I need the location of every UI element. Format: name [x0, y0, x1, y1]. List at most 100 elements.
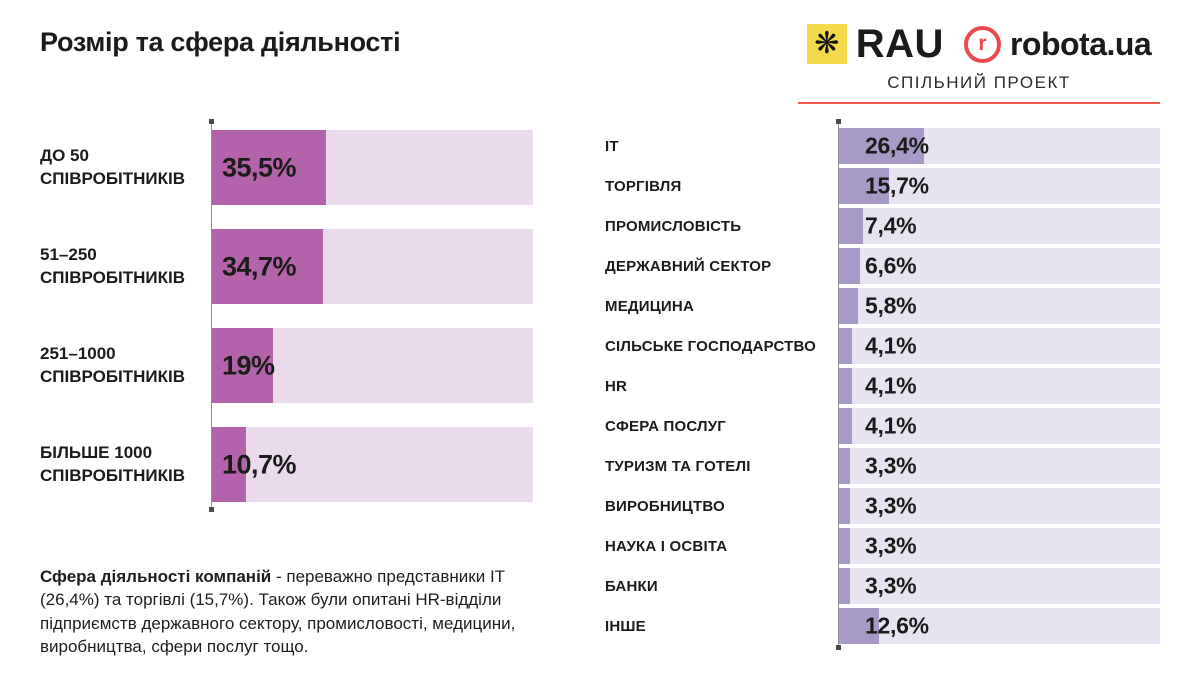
bar-value-label: 4,1% [865, 412, 917, 439]
bar-value-label: 15,7% [865, 172, 929, 199]
bar-value-label: 35,5% [222, 152, 297, 182]
footnote-rest: - переважно представники ІТ (26,4%) та т… [40, 567, 516, 657]
industry-row: НАУКА І ОСВІТА 3,3% [605, 528, 1160, 564]
bar-value-label: 3,3% [865, 572, 917, 599]
partner-logos: ❋ RAU r robota.ua [798, 22, 1160, 66]
category-label: ДО 50 СПІВРОБІТНИКІВ [40, 145, 186, 188]
bar-value-label: 4,1% [865, 372, 917, 399]
bar-fill [839, 328, 853, 364]
bar-value-label: 26,4% [865, 132, 929, 159]
bar-fill [839, 208, 863, 244]
bar-value-label: 7,4% [865, 212, 917, 239]
axis-endpoint-marker [209, 119, 214, 124]
category-label: 251–1000 СПІВРОБІТНИКІВ [40, 343, 186, 386]
bar-track: 7,4% [839, 208, 1160, 244]
company-size-row: 51–250 СПІВРОБІТНИКІВ 34,7% [40, 229, 533, 304]
bar-track: 4,1% [839, 328, 1160, 364]
bar-fill [839, 568, 850, 604]
bar-fill [212, 328, 273, 403]
category-label: HR [605, 377, 628, 395]
bar-fill [839, 248, 861, 284]
bar-track: 3,3% [839, 568, 1160, 604]
category-label: ТОРГІВЛЯ [605, 177, 682, 195]
bar-track: 12,6% [839, 608, 1160, 644]
axis-endpoint-marker [836, 645, 841, 650]
bar-value-label: 3,3% [865, 492, 917, 519]
industry-row: IT 26,4% [605, 128, 1160, 164]
category-label: СІЛЬСЬКЕ ГОСПОДАРСТВО [605, 337, 817, 355]
company-size-row: 251–1000 СПІВРОБІТНИКІВ 19% [40, 328, 533, 403]
bar-value-label: 3,3% [865, 452, 917, 479]
page-title: Розмір та сфера діяльності [40, 27, 401, 57]
industry-row: ТОРГІВЛЯ 15,7% [605, 168, 1160, 204]
company-size-row: БІЛЬШЕ 1000 СПІВРОБІТНИКІВ 10,7% [40, 427, 533, 502]
industry-row: СІЛЬСЬКЕ ГОСПОДАРСТВО 4,1% [605, 328, 1160, 364]
category-label: ІНШЕ [605, 617, 646, 635]
bar-track: 34,7% [212, 229, 533, 304]
category-label: ТУРИЗМ ТА ГОТЕЛІ [605, 457, 751, 475]
company-size-axis-line [209, 119, 214, 512]
company-size-chart-rows: ДО 50 СПІВРОБІТНИКІВ 35,5% 51–250 СПІВРО… [40, 121, 533, 502]
industry-axis-line [836, 119, 841, 650]
category-label: БІЛЬШЕ 1000 СПІВРОБІТНИКІВ [40, 442, 186, 485]
joint-project-subtitle: СПІЛЬНИЙ ПРОЕКТ [887, 73, 1071, 92]
bar-track: 3,3% [839, 448, 1160, 484]
bar-fill [839, 368, 853, 404]
bar-track: 15,7% [839, 168, 1160, 204]
bar-fill [839, 488, 850, 524]
bar-track: 26,4% [839, 128, 1160, 164]
rau-flower-icon: ❋ [806, 24, 847, 64]
industry-row: БАНКИ 3,3% [605, 568, 1160, 604]
bar-value-label: 3,3% [865, 532, 917, 559]
bar-value-label: 10,7% [222, 449, 297, 479]
bar-track: 4,1% [839, 368, 1160, 404]
category-label: БАНКИ [605, 577, 658, 595]
rau-logo-text: RAU [855, 22, 944, 66]
robota-logo: r robota.ua [963, 25, 1152, 63]
bar-fill [839, 168, 890, 204]
footnote: Сфера діяльності компаній - переважно пр… [40, 565, 518, 659]
bar-track: 5,8% [839, 288, 1160, 324]
bar-track: 3,3% [839, 528, 1160, 564]
company-size-row: ДО 50 СПІВРОБІТНИКІВ 35,5% [40, 130, 533, 205]
bar-track: 35,5% [212, 130, 533, 205]
bar-fill [839, 528, 850, 564]
bar-value-label: 5,8% [865, 292, 917, 319]
industry-row: ІНШЕ 12,6% [605, 608, 1160, 644]
subtitle-underline [798, 102, 1160, 104]
category-label: НАУКА І ОСВІТА [605, 537, 728, 555]
bar-value-label: 12,6% [865, 612, 929, 639]
axis-endpoint-marker [836, 119, 841, 124]
bar-track: 19% [212, 328, 533, 403]
industry-row: ВИРОБНИЦТВО 3,3% [605, 488, 1160, 524]
rau-logo: ❋ RAU [806, 22, 944, 66]
bar-track: 3,3% [839, 488, 1160, 524]
industry-chart: IT 26,4% ТОРГІВЛЯ 15,7% ПРОМИСЛОВІСТЬ 7,… [605, 119, 1160, 650]
bar-track: 4,1% [839, 408, 1160, 444]
category-label: ВИРОБНИЦТВО [605, 497, 725, 515]
company-size-chart: ДО 50 СПІВРОБІТНИКІВ 35,5% 51–250 СПІВРО… [40, 119, 533, 512]
bar-value-label: 19% [222, 350, 275, 380]
footnote-lead: Сфера діяльності компаній [40, 567, 272, 586]
bar-value-label: 4,1% [865, 332, 917, 359]
partners-block: ❋ RAU r robota.ua СПІЛЬНИЙ ПРОЕКТ [798, 22, 1160, 104]
category-label: 51–250 СПІВРОБІТНИКІВ [40, 244, 186, 287]
industry-row: СФЕРА ПОСЛУГ 4,1% [605, 408, 1160, 444]
category-label: ДЕРЖАВНИЙ СЕКТОР [605, 257, 772, 275]
bar-value-label: 6,6% [865, 252, 917, 279]
industry-row: ДЕРЖАВНИЙ СЕКТОР 6,6% [605, 248, 1160, 284]
bar-track: 10,7% [212, 427, 533, 502]
bar-fill [839, 288, 858, 324]
industry-row: ПРОМИСЛОВІСТЬ 7,4% [605, 208, 1160, 244]
category-label: СФЕРА ПОСЛУГ [605, 417, 726, 435]
robota-logo-text: robota.ua [1009, 26, 1152, 62]
industry-row: ТУРИЗМ ТА ГОТЕЛІ 3,3% [605, 448, 1160, 484]
bar-track: 6,6% [839, 248, 1160, 284]
axis-endpoint-marker [209, 507, 214, 512]
category-label: МЕДИЦИНА [605, 297, 694, 315]
bar-fill [839, 408, 853, 444]
bar-value-label: 34,7% [222, 251, 297, 281]
industry-chart-rows: IT 26,4% ТОРГІВЛЯ 15,7% ПРОМИСЛОВІСТЬ 7,… [605, 121, 1160, 644]
industry-row: HR 4,1% [605, 368, 1160, 404]
